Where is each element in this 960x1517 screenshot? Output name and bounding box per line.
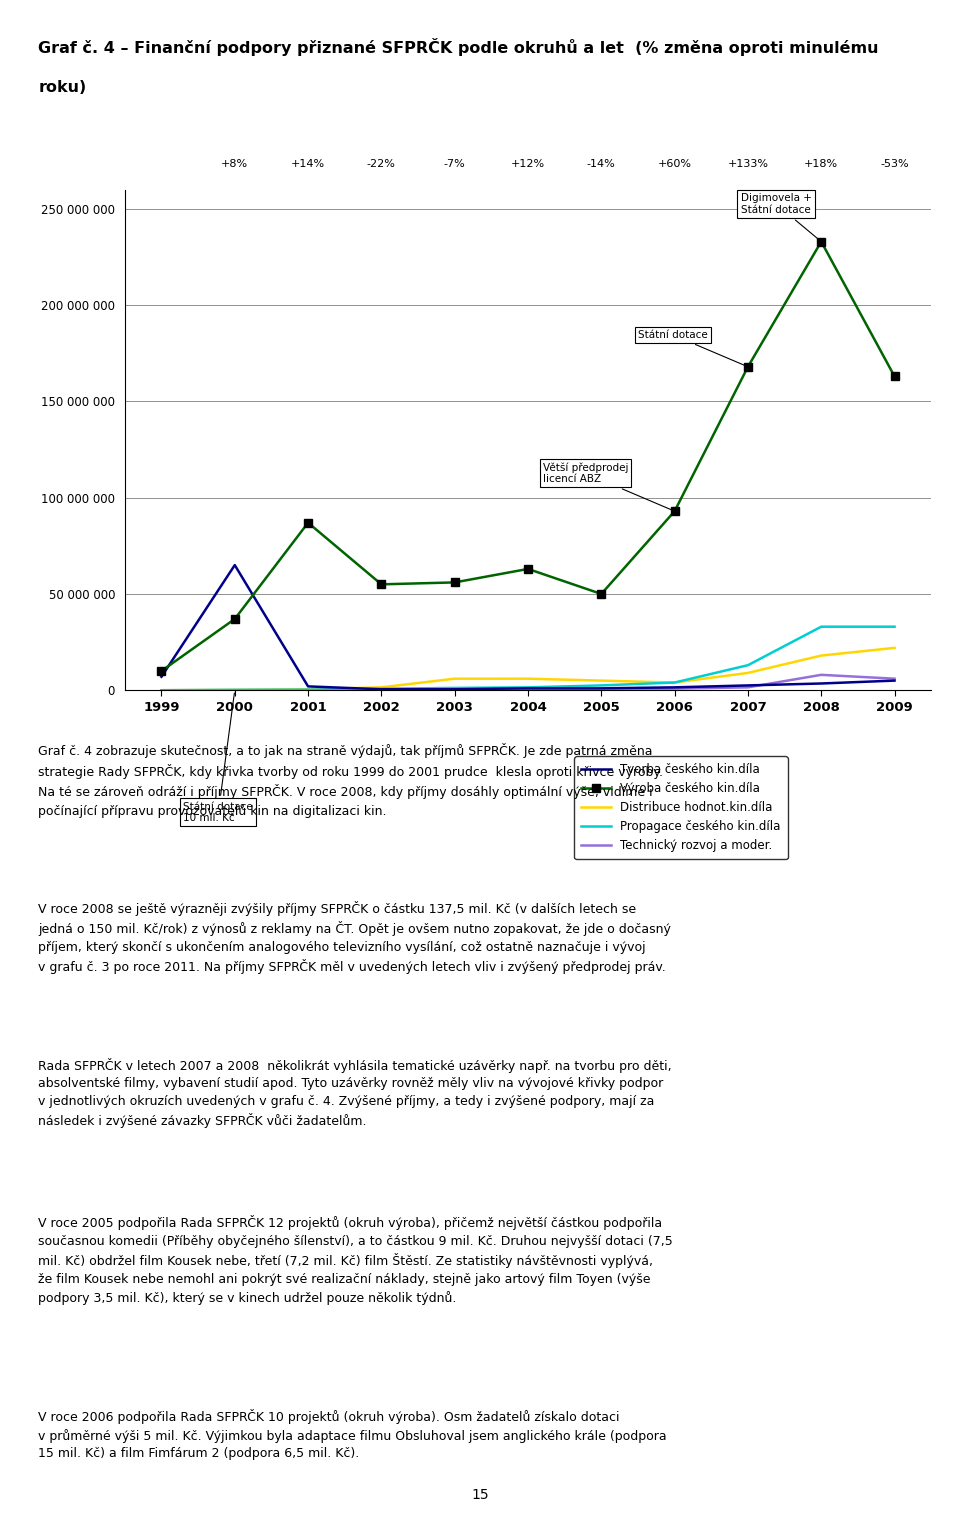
Text: V roce 2006 podpořila Rada SFPRČK 10 projektů (okruh výroba). Osm žadatelů získa: V roce 2006 podpořila Rada SFPRČK 10 pro… (38, 1409, 667, 1461)
Text: +60%: +60% (658, 159, 691, 168)
Text: +14%: +14% (291, 159, 325, 168)
Text: +8%: +8% (221, 159, 249, 168)
Text: Graf č. 4 zobrazuje skutečnost, a to jak na straně výdajů, tak příjmů SFPRČK. Je: Graf č. 4 zobrazuje skutečnost, a to jak… (38, 743, 663, 818)
Text: 15: 15 (471, 1488, 489, 1502)
Text: Státní dotace: Státní dotace (638, 329, 745, 366)
Text: V roce 2008 se ještě výrazněji zvýšily příjmy SFPRČK o částku 137,5 mil. Kč (v d: V roce 2008 se ještě výrazněji zvýšily p… (38, 901, 671, 974)
Text: -7%: -7% (444, 159, 466, 168)
Text: Rada SFPRČK v letech 2007 a 2008  několikrát vyhlásila tematické uzávěrky např. : Rada SFPRČK v letech 2007 a 2008 několik… (38, 1057, 672, 1129)
Text: Digimovela +
Státní dotace: Digimovela + Státní dotace (740, 193, 819, 240)
Text: +133%: +133% (728, 159, 768, 168)
Text: Graf č. 4 – Finanční podpory přiznané SFPRČK podle okruhů a let  (% změna oproti: Graf č. 4 – Finanční podpory přiznané SF… (38, 38, 879, 56)
Text: -14%: -14% (587, 159, 615, 168)
Text: Státní dotace
10 mil. Kč: Státní dotace 10 mil. Kč (183, 693, 253, 824)
Text: -53%: -53% (880, 159, 909, 168)
Text: +12%: +12% (511, 159, 545, 168)
Text: V roce 2005 podpořila Rada SFPRČK 12 projektů (okruh výroba), přičemž největší č: V roce 2005 podpořila Rada SFPRČK 12 pro… (38, 1215, 673, 1305)
Text: +18%: +18% (804, 159, 838, 168)
Text: -22%: -22% (367, 159, 396, 168)
Text: roku): roku) (38, 80, 86, 96)
Text: Větší předprodej
licencí ABZ: Větší předprodej licencí ABZ (542, 463, 672, 510)
Legend: Tvorba českého kin.díla, Výroba českého kin.díla, Distribuce hodnot.kin.díla, Pr: Tvorba českého kin.díla, Výroba českého … (574, 755, 788, 859)
